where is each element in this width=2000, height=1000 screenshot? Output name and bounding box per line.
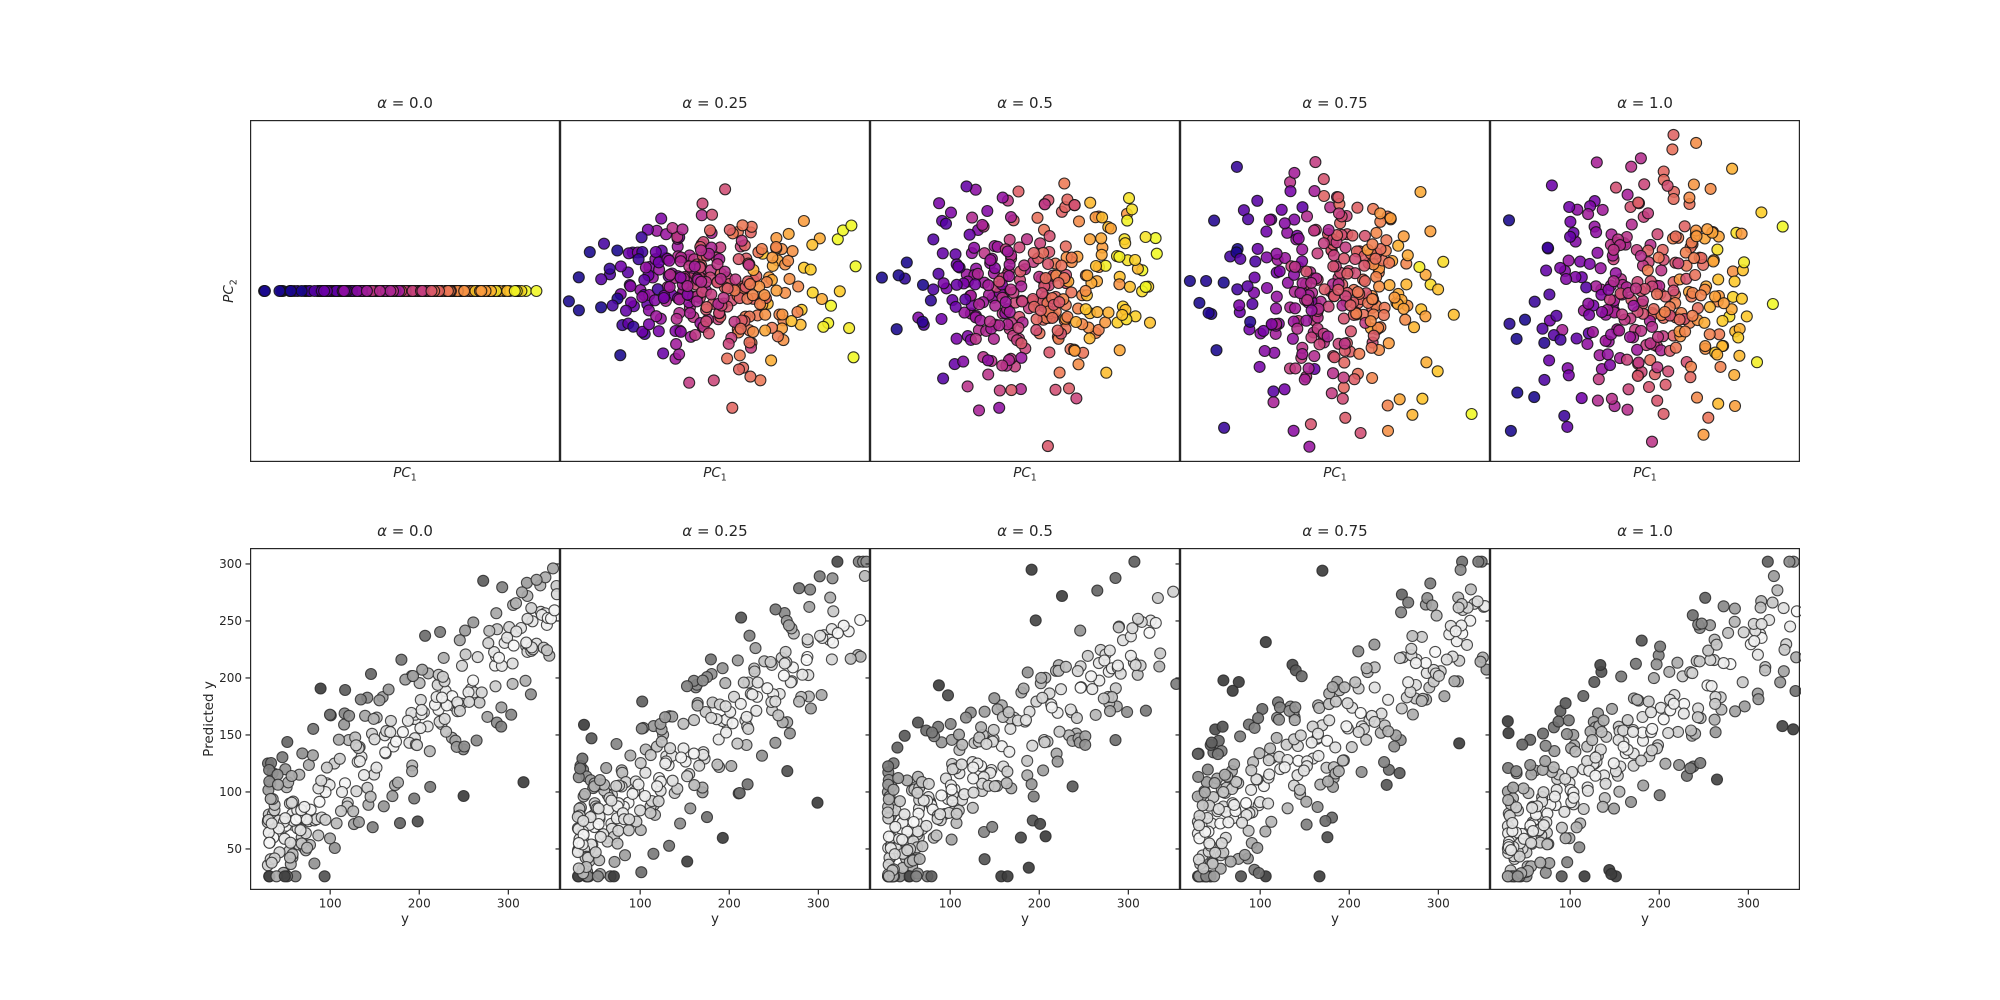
y-axis-label: PC2	[221, 279, 240, 303]
x-axis-label: y	[401, 911, 409, 927]
svg-text:100: 100	[1559, 897, 1582, 911]
svg-text:300: 300	[1117, 897, 1140, 911]
scatter-plot-pca	[1180, 120, 1490, 462]
svg-text:200: 200	[718, 897, 741, 911]
svg-text:100: 100	[219, 785, 242, 799]
x-axis-label: y	[711, 911, 719, 927]
panel-title: α = 1.0	[1617, 522, 1673, 540]
svg-text:300: 300	[1737, 897, 1760, 911]
panel-title: α = 0.0	[377, 522, 433, 540]
scatter-plot-pca	[560, 120, 870, 462]
svg-text:200: 200	[408, 897, 431, 911]
svg-text:300: 300	[807, 897, 830, 911]
scatter-plot-prediction: 100 200 300	[555, 548, 871, 911]
scatter-plot-prediction: 100 200 300 50 100 150 200 250 300	[219, 548, 561, 911]
svg-text:300: 300	[219, 557, 242, 571]
panel-title: α = 0.5	[997, 94, 1053, 112]
panel-title: α = 0.25	[682, 94, 748, 112]
panel-title: α = 0.0	[377, 94, 433, 112]
svg-text:200: 200	[1028, 897, 1051, 911]
panel-title: α = 0.25	[682, 522, 748, 540]
svg-text:100: 100	[319, 897, 342, 911]
scatter-plot-pca	[1490, 120, 1800, 462]
x-axis-label: PC1	[393, 465, 417, 484]
panel-title: α = 0.75	[1302, 522, 1368, 540]
svg-text:300: 300	[1427, 897, 1450, 911]
x-axis-label: PC1	[1323, 465, 1347, 484]
x-axis-label: y	[1021, 911, 1029, 927]
panel-title: α = 1.0	[1617, 94, 1673, 112]
svg-text:250: 250	[219, 614, 242, 628]
scatter-plot-prediction: 100 200 300	[865, 548, 1181, 911]
svg-text:150: 150	[219, 728, 242, 742]
y-axis-label: Predicted y	[201, 681, 217, 757]
scatter-plot-pca	[250, 120, 560, 462]
x-axis-label: y	[1331, 911, 1339, 927]
panel-title: α = 0.75	[1302, 94, 1368, 112]
panel-title: α = 0.5	[997, 522, 1053, 540]
x-axis-label: PC1	[703, 465, 727, 484]
svg-text:50: 50	[227, 842, 242, 856]
scatter-plot-prediction: 100 200 300	[1485, 548, 1801, 911]
svg-text:200: 200	[1338, 897, 1361, 911]
svg-text:100: 100	[1249, 897, 1272, 911]
svg-text:200: 200	[219, 671, 242, 685]
svg-text:300: 300	[497, 897, 520, 911]
x-axis-label: y	[1641, 911, 1649, 927]
x-axis-label: PC1	[1013, 465, 1037, 484]
scatter-plot-prediction: 100 200 300	[1175, 548, 1491, 911]
svg-text:200: 200	[1648, 897, 1671, 911]
svg-text:100: 100	[629, 897, 652, 911]
scatter-plot-pca	[870, 120, 1180, 462]
x-axis-label: PC1	[1633, 465, 1657, 484]
svg-text:100: 100	[939, 897, 962, 911]
